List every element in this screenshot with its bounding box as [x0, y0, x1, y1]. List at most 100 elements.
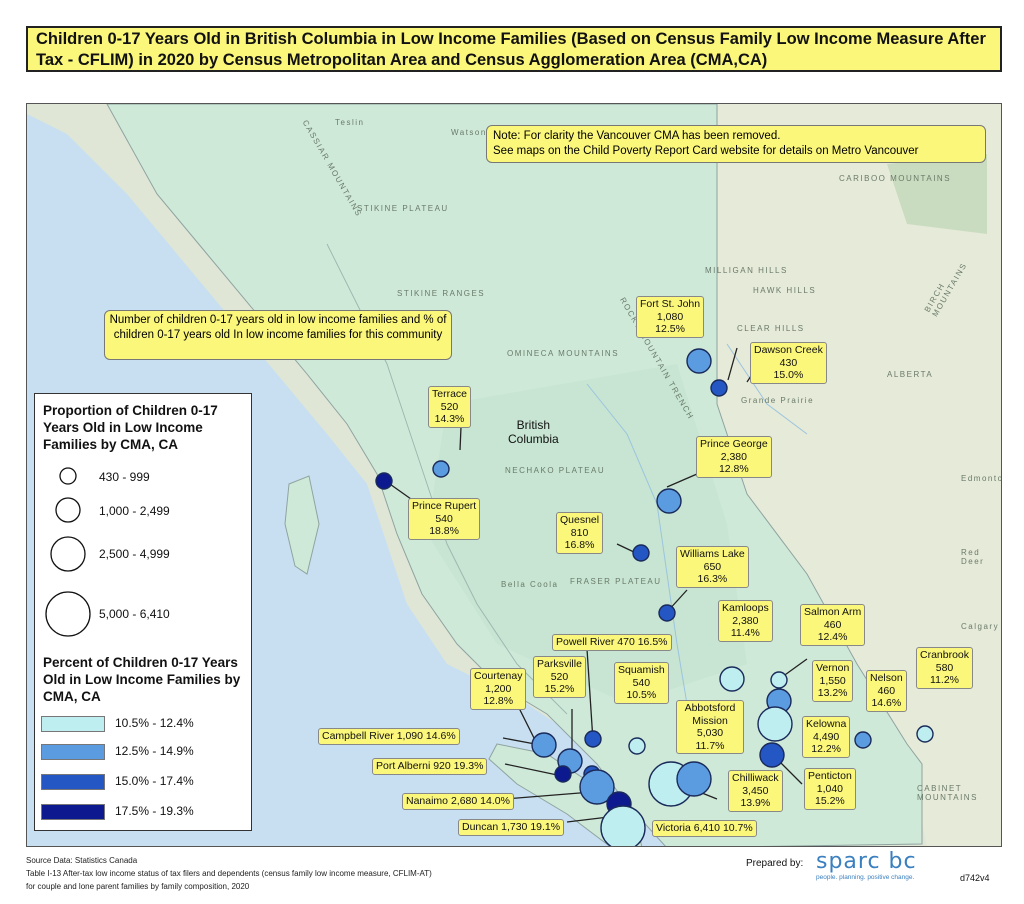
- label-name: Abbotsford Mission: [684, 702, 736, 727]
- sparc-logo[interactable]: sparc bc people. planning. positive chan…: [816, 849, 917, 881]
- label-penticton[interactable]: Penticton 1,040 15.2%: [804, 768, 856, 810]
- legend-size-circle-3: [50, 536, 86, 572]
- label-count: 580: [935, 661, 954, 674]
- label-count: 6,410: [693, 822, 723, 834]
- label-port-alberni[interactable]: Port Alberni 920 19.3%: [372, 758, 488, 775]
- label-pct: 14.6%: [871, 697, 902, 709]
- label-count: 540: [435, 512, 453, 525]
- legend-color-label-3: 15.0% - 17.4%: [115, 774, 194, 788]
- map-region-nechako: NECHAKO PLATEAU: [505, 466, 606, 475]
- label-fort-st-john[interactable]: Fort St. John 1,080 12.5%: [636, 296, 705, 338]
- label-chilliwack[interactable]: Chilliwack 3,450 13.9%: [728, 770, 783, 812]
- label-name: Parksville: [537, 658, 582, 670]
- label-pct: 15.2%: [815, 795, 845, 807]
- map-place-grande-prairie: Grande Prairie: [741, 396, 815, 405]
- label-name: Campbell River: [322, 730, 397, 742]
- label-prince-rupert[interactable]: Prince Rupert 540 18.8%: [408, 498, 481, 540]
- label-pct: 14.3%: [434, 413, 465, 425]
- label-count: 650: [703, 560, 722, 573]
- label-count: 5,030: [696, 727, 724, 739]
- label-pct: 16.5%: [637, 636, 668, 648]
- label-kelowna[interactable]: Kelowna 4,490 12.2%: [802, 716, 851, 758]
- river: [586, 383, 688, 705]
- label-pct: 15.0%: [773, 369, 804, 381]
- label-nelson[interactable]: Nelson 460 14.6%: [866, 670, 907, 712]
- legend-size-label-4: 5,000 - 6,410: [99, 607, 170, 621]
- map-place-teslin: Teslin: [335, 118, 365, 127]
- label-count: 470: [617, 636, 638, 648]
- marker-cranbrook: [916, 725, 934, 743]
- label-count: 520: [440, 400, 459, 413]
- label-nanaimo[interactable]: Nanaimo 2,680 14.0%: [402, 793, 514, 810]
- label-name: Chilliwack: [732, 772, 779, 784]
- label-pct: 10.7%: [722, 822, 753, 834]
- label-name: Powell River: [556, 636, 618, 648]
- label-salmon-arm[interactable]: Salmon Arm 460 12.4%: [800, 604, 866, 646]
- label-count: 4,490: [813, 730, 840, 743]
- label-kamloops[interactable]: Kamloops 2,380 11.4%: [718, 600, 773, 642]
- label-quesnel[interactable]: Quesnel 810 16.8%: [556, 512, 604, 554]
- haida-gwaii: [284, 475, 320, 575]
- label-terrace[interactable]: Terrace 520 14.3%: [428, 386, 472, 428]
- marker-dawson-creek: [710, 379, 728, 397]
- label-cranbrook[interactable]: Cranbrook 580 11.2%: [916, 647, 974, 689]
- legend-color-title: Percent of Children 0-17 Years Old in Lo…: [43, 655, 241, 704]
- label-dawson-creek[interactable]: Dawson Creek 430 15.0%: [750, 342, 827, 384]
- map-region-milligan: MILLIGAN HILLS: [705, 266, 788, 275]
- map-region-hawk: HAWK HILLS: [753, 286, 817, 295]
- label-count: 1,040: [816, 782, 844, 795]
- label-pct: 11.7%: [695, 739, 725, 752]
- label-name: Fort St. John: [640, 298, 701, 310]
- label-pct: 12.5%: [655, 323, 685, 335]
- map-place-bella-coola: Bella Coola: [501, 580, 559, 589]
- marker-salmon-arm: [770, 671, 788, 689]
- label-count: 460: [823, 618, 842, 631]
- label-name: Port Alberni: [376, 760, 434, 772]
- prepared-by: Prepared by:: [746, 858, 804, 869]
- label-count: 2,680: [450, 795, 481, 807]
- label-name: Williams Lake: [680, 548, 745, 560]
- label-duncan[interactable]: Duncan 1,730 19.1%: [458, 819, 565, 836]
- map-frame[interactable]: Teslin Watson Lake CASSIAR MOUNTAINS STI…: [26, 103, 1002, 847]
- label-pct: 12.8%: [483, 695, 514, 707]
- label-count: 1,080: [656, 310, 684, 323]
- label-name: Terrace: [432, 388, 468, 400]
- label-count: 2,380: [720, 450, 747, 463]
- label-parksville[interactable]: Parksville 520 15.2%: [533, 656, 586, 698]
- label-name: Nanaimo: [406, 795, 451, 807]
- label-pct: 19.1%: [530, 821, 561, 833]
- sparc-logo-text: sparc bc: [816, 849, 917, 874]
- label-vernon[interactable]: Vernon 1,550 13.2%: [812, 660, 854, 702]
- map-place-edmonton: Edmonton: [961, 474, 1001, 483]
- label-prince-george[interactable]: Prince George 2,380 12.8%: [696, 436, 772, 478]
- marker-quesnel: [632, 544, 650, 562]
- label-name: Quesnel: [560, 514, 600, 526]
- legend-size-circle-1: [59, 467, 77, 485]
- marker-kamloops: [719, 666, 745, 692]
- label-abbotsford-mission[interactable]: Abbotsford Mission 5,030 11.7%: [676, 700, 744, 754]
- marker-squamish: [628, 737, 646, 755]
- province-label: British Columbia: [508, 418, 559, 446]
- legend-color-label-4: 17.5% - 19.3%: [115, 804, 194, 818]
- label-name: Salmon Arm: [804, 606, 862, 618]
- marker-nanaimo: [579, 769, 615, 805]
- label-count: 1,090: [396, 730, 426, 742]
- label-count: 3,450: [742, 784, 769, 797]
- map-region-omineca: OMINECA MOUNTAINS: [507, 349, 620, 358]
- label-squamish[interactable]: Squamish 540 10.5%: [614, 662, 669, 704]
- label-victoria[interactable]: Victoria 6,410 10.7%: [652, 820, 757, 837]
- label-count: 810: [570, 526, 589, 539]
- label-count: 520: [550, 670, 569, 683]
- marker-chilliwack: [676, 761, 712, 797]
- label-count: 1,730: [501, 821, 531, 833]
- label-campbell-river[interactable]: Campbell River 1,090 14.6%: [318, 728, 460, 745]
- marker-powell-river: [584, 730, 602, 748]
- map-place-watson-lake: Watson Lake: [451, 128, 514, 137]
- label-powell-river[interactable]: Powell River 470 16.5%: [552, 634, 672, 651]
- label-name: Victoria: [656, 822, 694, 834]
- label-name: Duncan: [462, 821, 502, 833]
- label-williams-lake[interactable]: Williams Lake 650 16.3%: [676, 546, 749, 588]
- label-pct: 15.2%: [544, 683, 575, 695]
- label-pct: 14.6%: [425, 730, 456, 742]
- label-courtenay[interactable]: Courtenay 1,200 12.8%: [470, 668, 527, 710]
